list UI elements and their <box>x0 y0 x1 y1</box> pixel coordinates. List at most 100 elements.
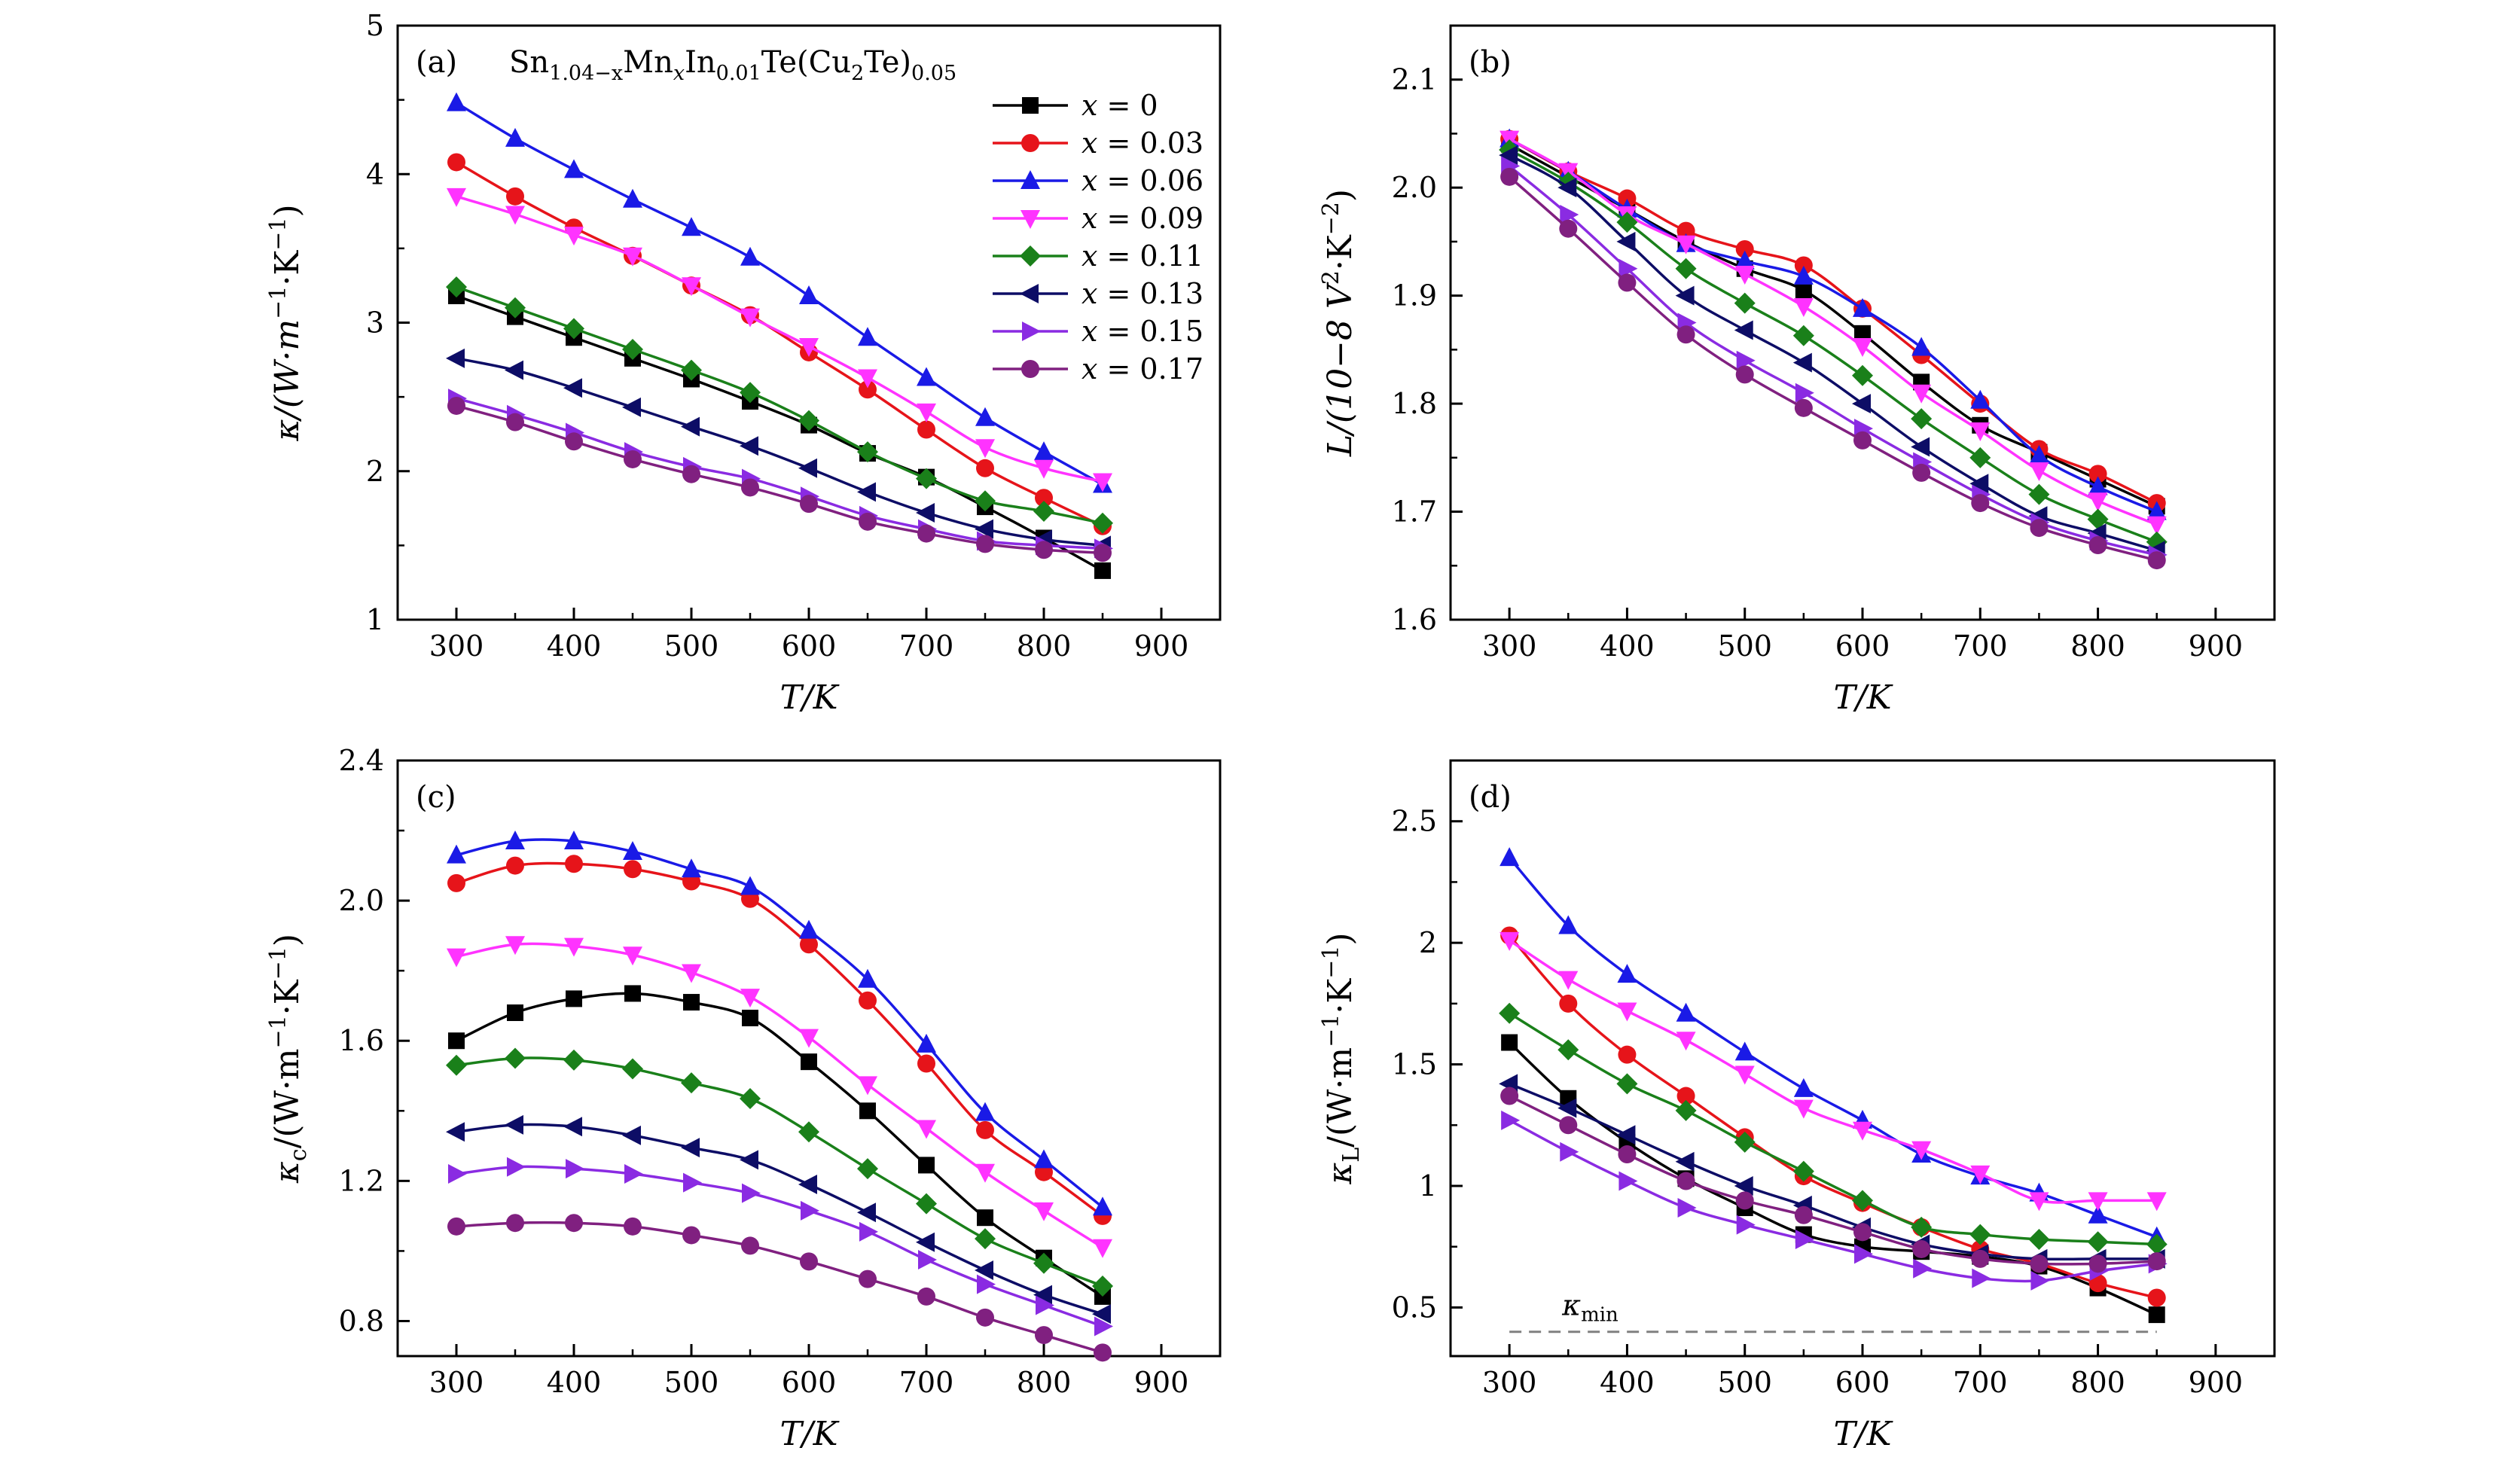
panel-d-series-4-point <box>1911 1216 1933 1238</box>
panel-d-series-2-point <box>1558 915 1579 934</box>
panel-c-series-0-point <box>448 1032 465 1050</box>
panel-c-series-3-point <box>1093 1239 1112 1258</box>
panel-c-series-7-point <box>1094 1343 1112 1362</box>
legend-label-7: x = 0.17 <box>1082 352 1204 386</box>
panel-d-series-7-point <box>1559 1116 1578 1135</box>
panel-a-series-3 <box>447 187 1112 492</box>
panel-b-series-1-point <box>1794 256 1813 275</box>
panel-b-series-6-point <box>1795 383 1814 403</box>
panel-c-series-6-point <box>1094 1316 1113 1337</box>
panel-a-series-4-point <box>1033 501 1054 523</box>
panel-c-ytick-label: 2.0 <box>339 884 384 917</box>
panel-c-series-5-point <box>681 1138 700 1158</box>
panel-a-series-4-point <box>505 297 526 319</box>
legend-label-4: x = 0.11 <box>1082 239 1204 273</box>
panel-b-series-6-point <box>1736 350 1756 370</box>
panel-c-series-4-point <box>740 1088 761 1110</box>
panel-c-series-5-point <box>622 1125 641 1145</box>
panel-a-series-4-point <box>798 410 819 431</box>
panel-c-series-0-point <box>801 1053 817 1071</box>
panel-b-series-7-point <box>1559 219 1578 238</box>
panel-a-series-4-point <box>622 339 643 361</box>
panel-b-series-0-point <box>1795 282 1812 299</box>
panel-b-series-3-point <box>1793 297 1814 317</box>
legend: x = 0 x = 0.03 x = 0.06 x = 0.09 x = 0.11 x =… <box>993 89 1204 386</box>
panel-b-series-3-point <box>1734 265 1755 285</box>
panel-a-series-3-point <box>623 247 642 267</box>
panel-d-series-3-point <box>1676 1032 1696 1051</box>
panel-a-series-4-point <box>681 359 702 381</box>
panel-c-series-3-point <box>682 964 701 983</box>
legend-label-6: x = 0.15 <box>1082 315 1204 348</box>
panel-b-series-2-point <box>1793 265 1814 285</box>
compound-formula: Sn1.04−xMnxIn0.01Te(Cu2Te)0.05 <box>509 45 956 85</box>
panel-c-xlabel: T/K <box>779 1415 839 1453</box>
panel-a-series-5-point <box>916 502 935 523</box>
panel-d-series-0-point <box>1501 1034 1518 1051</box>
panel-c-series-2-point <box>447 844 466 864</box>
panel-d-series-4-point <box>2087 1231 2109 1253</box>
panel-c-series-3-point <box>505 936 525 956</box>
panel-c-series-2 <box>447 831 1112 1216</box>
panel-c-tag: (c) <box>416 780 456 815</box>
panel-b-xtick-label: 700 <box>1953 629 2008 663</box>
panel-d-series-5-point <box>1616 1125 1636 1145</box>
panel-a-series-2-point <box>740 246 760 266</box>
panel-b-series-7-point <box>1971 494 1990 513</box>
panel-c-series-2-point <box>1034 1149 1054 1169</box>
panel-b-series-4-point <box>1852 364 1873 386</box>
panel-d-series-2-point <box>1617 964 1637 983</box>
panel-b-series-5-point <box>1675 285 1695 306</box>
panel-c-series-6-point <box>624 1164 643 1184</box>
panel-a-series-1-point <box>1035 489 1053 507</box>
panel-d-series-0 <box>1501 1034 2165 1324</box>
panel-d-series-2-point <box>1793 1077 1814 1097</box>
legend-label-0: x = 0 <box>1082 89 1158 122</box>
panel-c-ylabel: κc/(W·m−1·K−1) <box>265 934 312 1184</box>
panel-b-xtick-label: 400 <box>1600 629 1655 663</box>
panel-a-series-6-line <box>456 397 1103 550</box>
panel-a-xtick-label: 900 <box>1134 629 1189 663</box>
panel-c-xtick-label: 300 <box>429 1366 484 1399</box>
panel-c-series-6-point <box>742 1183 761 1203</box>
panel-c-series-1-line <box>456 861 1104 1218</box>
panel-d-series-7-point <box>1853 1223 1872 1242</box>
panel-b-series-7 <box>1500 167 2166 570</box>
panel-b-series-0-point <box>1854 325 1871 342</box>
panel-a-series-7-point <box>1094 544 1112 562</box>
panel-a-series-1 <box>447 153 1112 535</box>
panel-d-ytick-label: 1 <box>1419 1169 1437 1202</box>
panel-c-series-3-point <box>1034 1202 1054 1221</box>
panel-a-series-2-point <box>447 92 466 111</box>
panel-a-series-3-point <box>1034 459 1054 479</box>
panel-a-series-5-point <box>740 436 758 456</box>
panel-b-series-6-line <box>1509 165 2158 556</box>
panel-d-series-3-point <box>2029 1192 2049 1212</box>
panel-c-series-6-line <box>456 1165 1103 1328</box>
panel-c-series-4 <box>446 1047 1113 1297</box>
panel-b-tag: (b) <box>1469 45 1512 80</box>
panel-d-series-6-point <box>1736 1215 1756 1235</box>
panel-a-series-4-point <box>1092 512 1113 534</box>
panel-c-series-3-point <box>740 989 760 1008</box>
panel-b-series-6-point <box>1618 258 1638 279</box>
panel-c-series-1-point <box>506 856 524 875</box>
panel-c-series-2-point <box>1093 1196 1112 1216</box>
panel-a-series-2-point <box>975 407 995 426</box>
panel-c-series-4-point <box>622 1058 643 1080</box>
panel-a-series-7-point <box>859 512 877 531</box>
panel-c-series-4-point <box>681 1072 702 1094</box>
panel-b-frame <box>1449 24 2276 621</box>
panel-c-series-1-point <box>976 1120 994 1139</box>
panel-d-series-7-point <box>1676 1172 1695 1190</box>
panel-c-series-7 <box>447 1214 1112 1362</box>
panel-b-series-2-point <box>2146 501 2167 520</box>
legend-label-3: x = 0.09 <box>1082 202 1204 235</box>
panel-d-series-7-point <box>1794 1205 1813 1224</box>
panel-d-series-3-point <box>1734 1065 1755 1085</box>
panel-c-series-2-line <box>456 838 1104 1209</box>
panel-a-series-4-point <box>563 318 584 340</box>
panel-a-series-5-point <box>857 482 876 502</box>
panel-b-series-7-point <box>1676 325 1695 344</box>
panel-b-series-1-point <box>1676 221 1695 240</box>
